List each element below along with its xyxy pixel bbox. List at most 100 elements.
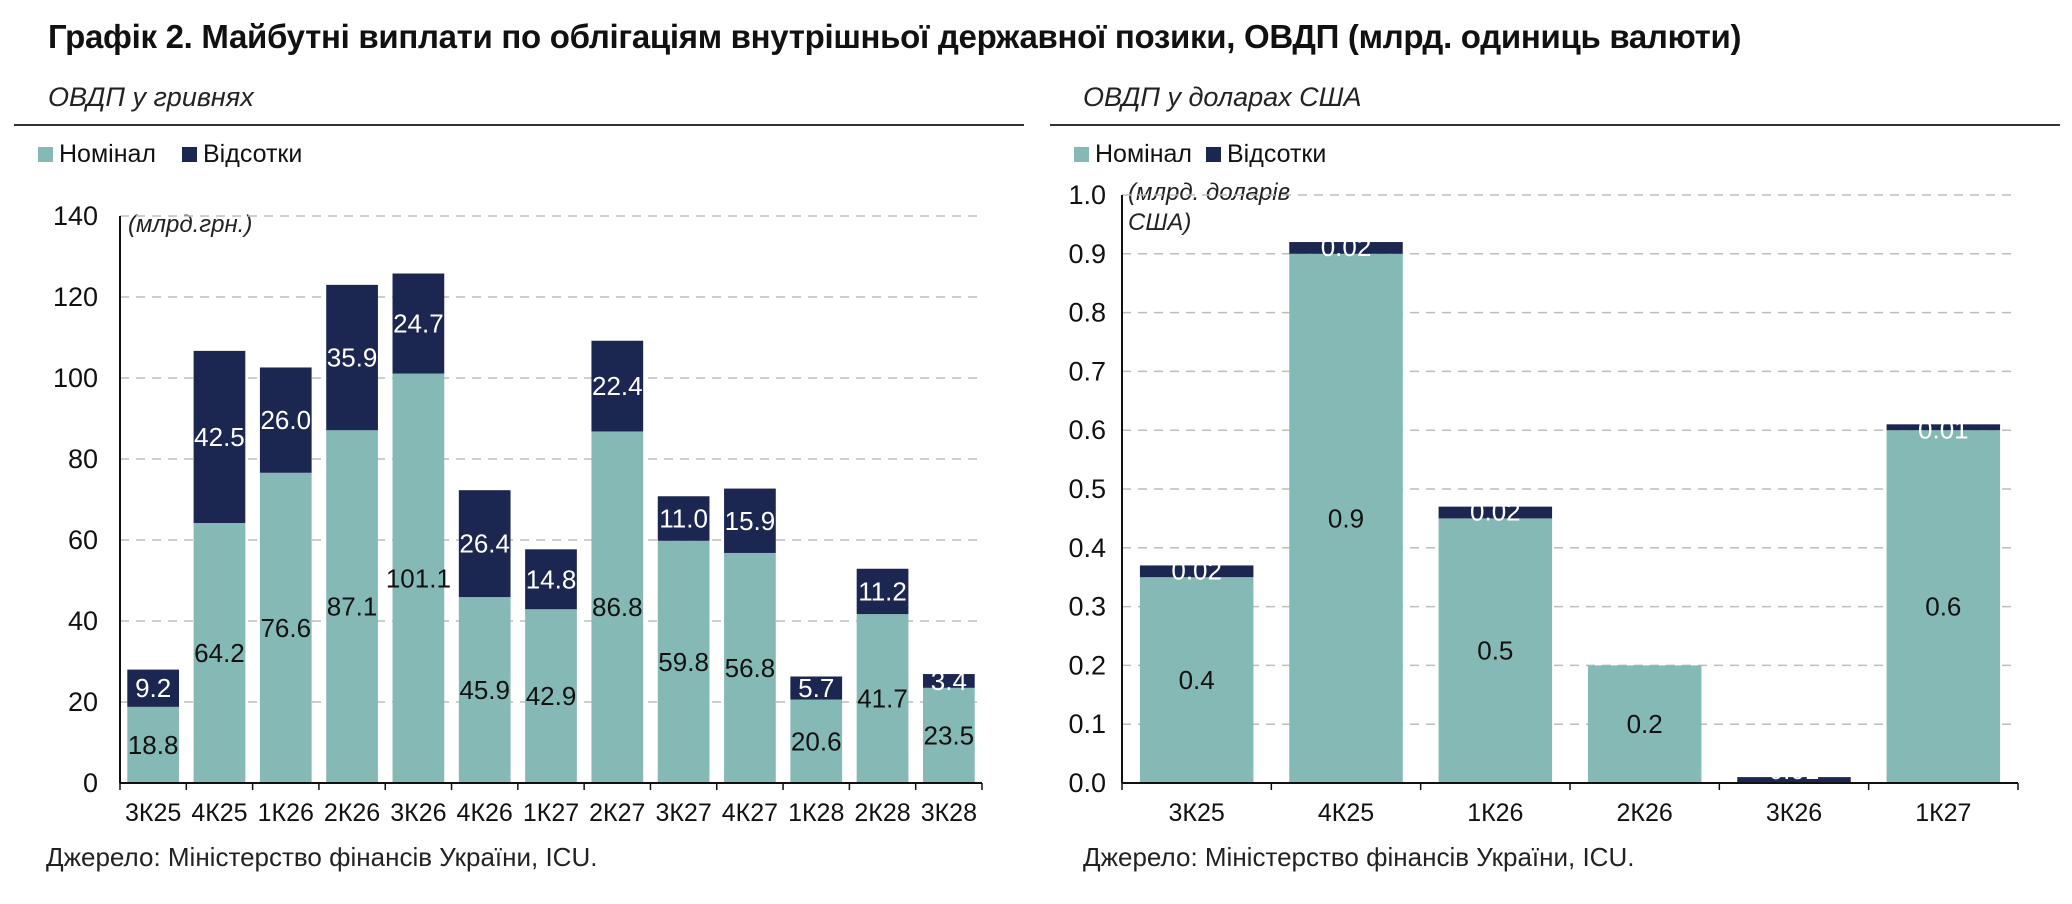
data-label-interest: 0.02 (1470, 497, 1521, 527)
legend-swatch-nominal (38, 147, 53, 162)
data-label-nominal: 41.7 (857, 684, 908, 714)
y-tick-label: 120 (53, 282, 98, 312)
bar-nominal-3К25 (127, 706, 180, 783)
x-tick-label: 2К27 (589, 799, 645, 827)
y-tick-label: 80 (68, 444, 98, 474)
x-tick-label: 1К26 (258, 799, 314, 827)
bar-interest-2К28 (856, 568, 909, 615)
data-label-nominal: 20.6 (791, 726, 842, 756)
data-label-interest: 0.01 (1769, 755, 1820, 785)
bar-interest-1К26 (259, 367, 312, 473)
y-tick-label: 1.0 (1068, 180, 1106, 210)
y-tick-label: 0.4 (1068, 533, 1106, 563)
legend-item-nominal: Номінал (38, 140, 156, 169)
data-label-interest: 3.4 (931, 666, 967, 696)
data-label-interest: 0.02 (1171, 555, 1222, 585)
bar-interest-3К25 (127, 669, 180, 707)
data-label-nominal: 86.8 (592, 592, 643, 622)
right-unit-label-line1: (млрд. доларів (1128, 179, 1290, 206)
data-label-nominal: 87.1 (327, 592, 378, 622)
bar-nominal-2К28 (856, 614, 909, 783)
data-label-nominal: 101.1 (386, 563, 451, 593)
legend-item-nominal: Номінал (1074, 140, 1192, 169)
y-tick-label: 0.1 (1068, 709, 1106, 739)
right-legend: Номінал Відсотки (1074, 140, 1352, 169)
data-label-interest: 26.4 (459, 529, 510, 559)
data-label-nominal: 56.8 (725, 653, 776, 683)
bar-interest-1К27 (1886, 424, 2001, 431)
bar-nominal-4К25 (193, 522, 246, 783)
bar-interest-3К26 (1737, 777, 1851, 783)
y-tick-label: 0.9 (1068, 239, 1106, 269)
bar-nominal-3К27 (657, 540, 710, 783)
bar-nominal-3К28 (922, 687, 975, 783)
y-tick-label: 20 (68, 687, 98, 717)
data-label-interest: 42.5 (194, 422, 245, 452)
data-label-nominal: 0.6 (1925, 592, 1961, 622)
x-tick-label: 4К26 (457, 799, 513, 827)
bar-nominal-3К25 (1139, 577, 1254, 783)
data-label-interest: 22.4 (592, 371, 643, 401)
data-label-interest: 15.9 (725, 506, 776, 536)
bar-interest-2К27 (591, 340, 644, 432)
x-tick-label: 4К25 (1318, 799, 1374, 827)
legend-label-nominal: Номінал (1095, 140, 1192, 168)
x-tick-label: 3К25 (1169, 799, 1225, 827)
data-label-nominal: 45.9 (459, 675, 510, 705)
bar-interest-4К25 (1289, 242, 1403, 254)
data-label-nominal: 0.5 (1477, 636, 1513, 666)
x-tick-label: 1К26 (1467, 799, 1523, 827)
right-source-note: Джерело: Міністерство фінансів України, … (1083, 842, 1635, 872)
legend-label-interest: Відсотки (1227, 140, 1327, 168)
data-label-interest: 26.0 (260, 405, 311, 435)
data-label-nominal: 0.2 (1627, 709, 1663, 739)
data-label-interest: 35.9 (327, 343, 378, 373)
x-tick-label: 2К26 (324, 799, 380, 827)
data-label-interest: 0.02 (1321, 232, 1372, 262)
right-unit-label-line2: США) (1128, 209, 1191, 236)
y-tick-label: 100 (53, 363, 98, 393)
bar-nominal-4К25 (1289, 253, 1403, 784)
y-tick-label: 0.5 (1068, 474, 1106, 504)
x-tick-label: 4К25 (191, 799, 247, 827)
x-tick-label: 3К28 (921, 799, 977, 827)
legend-swatch-interest (182, 147, 197, 162)
legend-swatch-nominal (1074, 147, 1089, 162)
figure-title: Графік 2. Майбутні виплати по облігаціям… (48, 18, 1742, 55)
data-label-nominal: 18.8 (128, 730, 179, 760)
y-tick-label: 140 (53, 201, 98, 231)
y-tick-label: 0.7 (1068, 356, 1106, 386)
data-label-interest: 11.2 (858, 576, 907, 606)
data-label-nominal: 76.6 (260, 613, 311, 643)
right-chart-subtitle: ОВДП у доларах США (1083, 82, 1362, 112)
bar-nominal-3К26 (392, 373, 445, 783)
x-tick-label: 3К25 (125, 799, 181, 827)
y-tick-label: 0.0 (1068, 768, 1106, 798)
y-tick-label: 0.3 (1068, 592, 1106, 622)
data-label-interest: 5.7 (798, 673, 834, 703)
bar-interest-3К27 (657, 496, 710, 541)
bar-nominal-1К26 (259, 472, 312, 783)
data-label-interest: 14.8 (526, 564, 577, 594)
x-tick-label: 2К28 (854, 799, 910, 827)
data-label-nominal: 0.9 (1328, 503, 1364, 533)
x-tick-label: 1К27 (523, 799, 579, 827)
data-label-nominal: 42.9 (526, 681, 577, 711)
bar-interest-3К25 (1139, 565, 1254, 578)
y-tick-label: 0.6 (1068, 415, 1106, 445)
data-label-interest: 11.0 (659, 504, 708, 534)
bar-nominal-1К27 (525, 609, 577, 783)
bar-nominal-2К26 (1587, 665, 1702, 783)
legend-label-nominal: Номінал (59, 140, 156, 168)
bar-nominal-2К27 (591, 431, 644, 783)
bar-interest-1К27 (525, 549, 577, 610)
x-tick-label: 1К27 (1915, 799, 1971, 827)
x-tick-label: 3К26 (390, 799, 446, 827)
bar-nominal-1К27 (1886, 430, 2001, 783)
bar-interest-1К28 (790, 676, 843, 700)
data-label-interest: 24.7 (393, 309, 444, 339)
y-tick-label: 0.8 (1068, 298, 1106, 328)
x-tick-label: 4К27 (722, 799, 778, 827)
bar-interest-3К26 (392, 273, 445, 374)
